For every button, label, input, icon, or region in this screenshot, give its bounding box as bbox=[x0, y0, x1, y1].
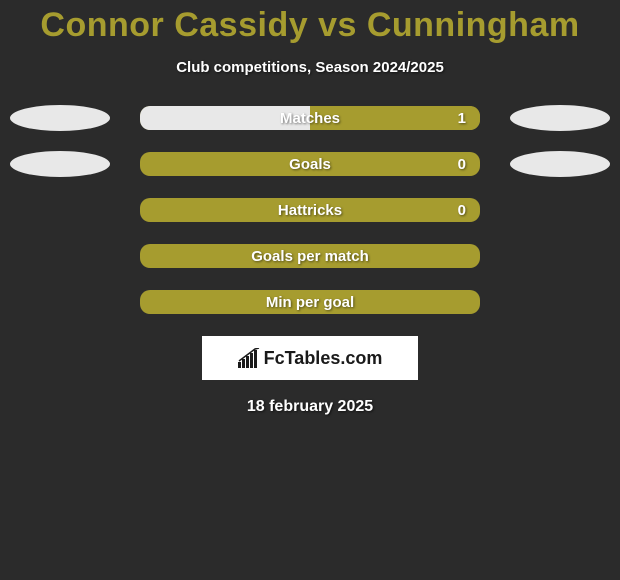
player-left-marker bbox=[10, 105, 110, 131]
stat-label: Min per goal bbox=[266, 294, 354, 311]
subtitle: Club competitions, Season 2024/2025 bbox=[0, 59, 620, 76]
stat-row: Goals per match bbox=[0, 244, 620, 268]
stat-bar: Min per goal bbox=[140, 290, 480, 314]
stat-bar: Hattricks 0 bbox=[140, 198, 480, 222]
stat-bar: Goals 0 bbox=[140, 152, 480, 176]
stat-label: Hattricks bbox=[278, 202, 342, 219]
player-right-marker bbox=[510, 105, 610, 131]
logo-box: FcTables.com bbox=[202, 336, 418, 380]
comparison-card: Connor Cassidy vs Cunningham Club compet… bbox=[0, 0, 620, 416]
stat-bar: Matches 1 bbox=[140, 106, 480, 130]
stat-bar: Goals per match bbox=[140, 244, 480, 268]
logo: FcTables.com bbox=[238, 348, 383, 369]
stat-label: Goals per match bbox=[251, 248, 369, 265]
stat-row: Matches 1 bbox=[0, 106, 620, 130]
stat-value: 0 bbox=[458, 202, 466, 219]
bar-chart-icon bbox=[238, 348, 260, 368]
stat-row: Hattricks 0 bbox=[0, 198, 620, 222]
player-right-marker bbox=[510, 151, 610, 177]
player-left-marker bbox=[10, 151, 110, 177]
stat-label: Goals bbox=[289, 156, 331, 173]
stat-value: 0 bbox=[458, 156, 466, 173]
date-label: 18 february 2025 bbox=[0, 398, 620, 416]
stat-row: Goals 0 bbox=[0, 152, 620, 176]
stat-value: 1 bbox=[458, 110, 466, 127]
stat-label: Matches bbox=[280, 110, 340, 127]
stats-bars: Matches 1 Goals 0 Hattricks 0 Goals per match M… bbox=[0, 106, 620, 314]
logo-text: FcTables.com bbox=[264, 348, 383, 369]
page-title: Connor Cassidy vs Cunningham bbox=[0, 0, 620, 45]
stat-row: Min per goal bbox=[0, 290, 620, 314]
